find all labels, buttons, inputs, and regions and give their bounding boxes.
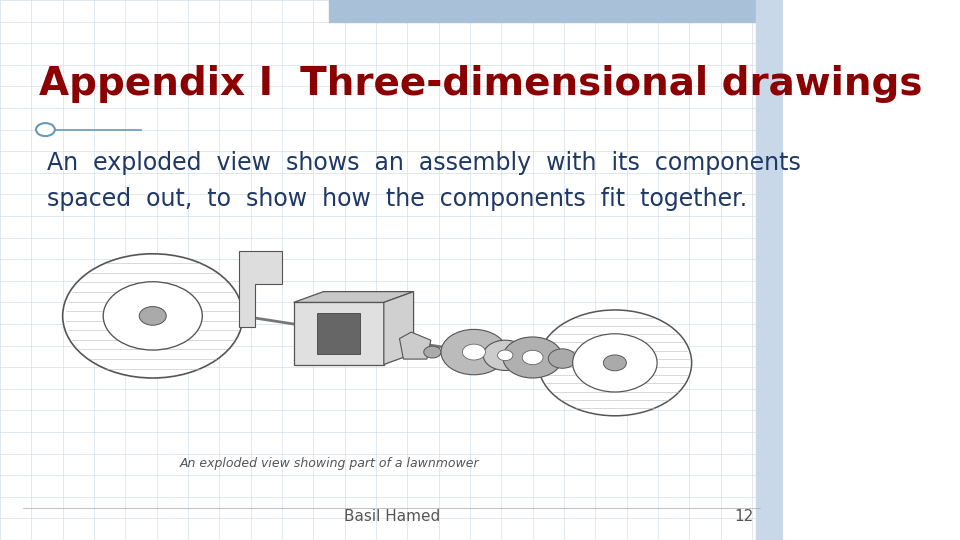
Circle shape <box>36 123 55 136</box>
Text: An  exploded  view  shows  an  assembly  with  its  components
spaced  out,  to : An exploded view shows an assembly with … <box>47 151 801 211</box>
Circle shape <box>604 355 627 371</box>
Circle shape <box>441 329 507 375</box>
Bar <box>756 0 783 540</box>
Circle shape <box>483 340 527 370</box>
Circle shape <box>503 337 563 378</box>
Circle shape <box>497 350 513 361</box>
Circle shape <box>139 307 166 325</box>
Polygon shape <box>294 292 414 302</box>
Polygon shape <box>239 251 282 327</box>
Polygon shape <box>399 332 431 359</box>
Circle shape <box>573 334 657 392</box>
Bar <box>329 0 783 22</box>
Circle shape <box>62 254 243 378</box>
Bar <box>317 313 360 354</box>
Polygon shape <box>294 302 384 364</box>
Circle shape <box>103 282 203 350</box>
Polygon shape <box>384 292 414 364</box>
Text: Basil Hamed: Basil Hamed <box>344 509 440 524</box>
Circle shape <box>423 346 441 358</box>
Text: Appendix I  Three-dimensional drawings: Appendix I Three-dimensional drawings <box>39 65 923 103</box>
Circle shape <box>463 344 486 360</box>
Circle shape <box>522 350 543 365</box>
Circle shape <box>548 349 577 368</box>
Text: An exploded view showing part of a lawnmower: An exploded view showing part of a lawnm… <box>180 457 480 470</box>
Circle shape <box>539 310 691 416</box>
Text: 12: 12 <box>734 509 754 524</box>
